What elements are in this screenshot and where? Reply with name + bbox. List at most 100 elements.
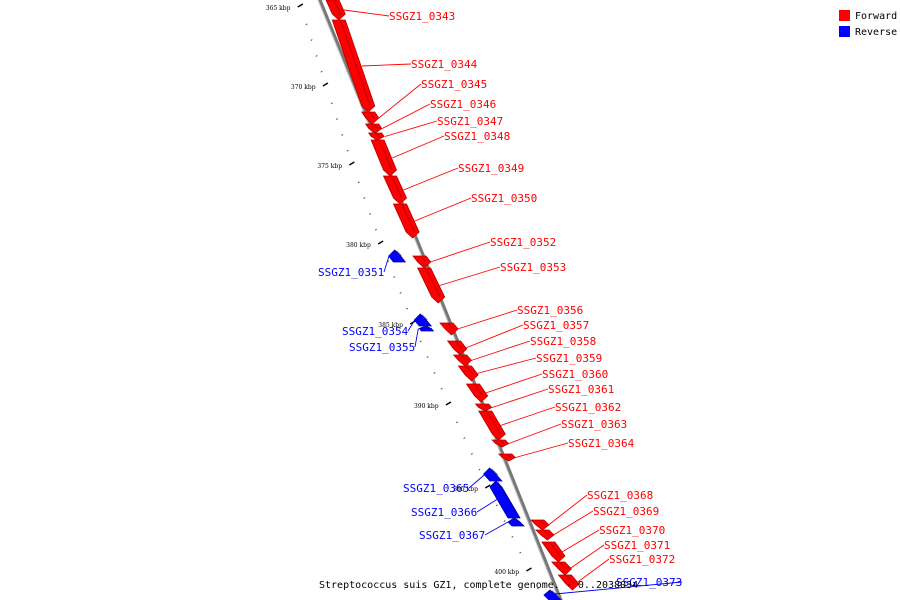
gene-arrow-shade [500,440,505,445]
gene-ssgz1-0371[interactable] [551,561,573,576]
gene-arrow-shade [455,341,463,350]
gene-ssgz1-0351[interactable] [388,249,407,263]
gene-label[interactable]: SSGZ1_0343 [389,10,455,23]
gene-label[interactable]: SSGZ1_0356 [517,304,583,317]
gene-label[interactable]: SSGZ1_0365 [403,482,469,495]
forward-gene-arrow[interactable] [541,541,566,563]
forward-gene-arrow[interactable] [465,383,489,403]
gene-leader-line [561,529,600,553]
kbp-minor-tick [341,133,344,136]
gene-arrow-shade [426,326,430,330]
gene-label[interactable]: SSGZ1_0368 [587,489,653,502]
gene-leader-line [414,197,472,222]
gene-leader-line [439,266,501,286]
gene-label[interactable]: SSGZ1_0360 [542,368,608,381]
forward-gene-arrow[interactable] [457,365,479,382]
gene-label[interactable]: SSGZ1_0362 [555,401,621,414]
gene-label[interactable]: SSGZ1_0361 [548,383,614,396]
gene-label[interactable]: SSGZ1_0367 [419,529,485,542]
forward-gene-arrow[interactable] [412,255,432,269]
forward-gene-arrow[interactable] [557,574,580,591]
gene-ssgz1-0368[interactable] [530,519,550,531]
gene-label[interactable]: SSGZ1_0350 [471,192,537,205]
forward-gene-arrow[interactable] [497,453,516,462]
gene-label[interactable]: SSGZ1_0358 [530,335,596,348]
gene-ssgz1-0348[interactable] [370,139,398,177]
forward-gene-arrow[interactable] [365,123,383,134]
forward-gene-arrow[interactable] [535,529,555,541]
gene-label[interactable]: SSGZ1_0364 [568,437,635,450]
kbp-tick-label: 400 kbp [494,569,519,576]
gene-label[interactable]: SSGZ1_0363 [561,418,627,431]
gene-ssgz1-0365[interactable] [483,467,503,482]
forward-gene-arrow[interactable] [452,354,473,367]
gene-ssgz1-0355[interactable] [418,325,435,332]
gene-ssgz1-0361[interactable] [474,403,493,412]
gene-label[interactable]: SSGZ1_0373 [616,576,682,589]
gene-label[interactable]: SSGZ1_0369 [593,505,659,518]
reverse-gene-arrow[interactable] [418,325,435,332]
gene-label[interactable]: SSGZ1_0371 [604,539,670,552]
forward-gene-arrow[interactable] [325,0,346,21]
gene-label[interactable]: SSGZ1_0353 [500,261,566,274]
gene-ssgz1-0372[interactable] [557,574,580,591]
forward-gene-arrow[interactable] [439,322,459,336]
gene-ssgz1-0346[interactable] [365,123,383,134]
gene-ssgz1-0343[interactable] [325,0,346,21]
gene-label-layer: SSGZ1_0343 SSGZ1_0344 SSGZ1_0345 SSGZ1_0346… [318,9,682,596]
gene-ssgz1-0359[interactable] [457,365,479,382]
gene-ssgz1-0360[interactable] [465,383,489,403]
gene-ssgz1-0344[interactable] [331,19,376,113]
gene-label[interactable]: SSGZ1_0352 [490,236,556,249]
gene-label[interactable]: SSGZ1_0366 [411,506,477,519]
gene-label[interactable]: SSGZ1_0346 [430,98,496,111]
gene-label[interactable]: SSGZ1_0359 [536,352,602,365]
gene-leader-line [470,340,531,361]
gene-arrow-shade [483,404,488,409]
kbp-minor-tick [305,23,308,26]
gene-ssgz1-0370[interactable] [541,541,566,563]
forward-gene-arrow[interactable] [551,561,573,576]
gene-ssgz1-0352[interactable] [412,255,432,269]
forward-gene-arrow[interactable] [446,340,468,356]
gene-label[interactable]: SSGZ1_0349 [458,162,524,175]
gene-leader-line [553,510,594,536]
kbp-minor-tick [336,118,339,121]
gene-label[interactable]: SSGZ1_0344 [411,58,478,71]
gene-label[interactable]: SSGZ1_0351 [318,266,384,279]
gene-label[interactable]: SSGZ1_0345 [421,78,487,91]
gene-ssgz1-0362[interactable] [478,410,506,441]
gene-leader-line [500,406,556,426]
gene-ssgz1-0363[interactable] [491,439,510,448]
forward-gene-arrow[interactable] [474,403,493,412]
gene-label[interactable]: SSGZ1_0372 [609,553,675,566]
gene-ssgz1-0345[interactable] [361,111,380,125]
gene-arrow-shade [515,518,521,523]
forward-gene-arrow[interactable] [361,111,380,125]
forward-gene-arrow[interactable] [368,132,385,141]
gene-ssgz1-0350[interactable] [392,203,420,239]
forward-gene-arrow[interactable] [491,439,510,448]
gene-ssgz1-0367[interactable] [507,517,525,527]
gene-label[interactable]: SSGZ1_0347 [437,115,503,128]
gene-ssgz1-0364[interactable] [497,453,516,462]
gene-label[interactable]: SSGZ1_0357 [523,319,589,332]
gene-ssgz1-0357[interactable] [446,340,468,356]
gene-label[interactable]: SSGZ1_0354 [342,325,409,338]
gene-ssgz1-0347[interactable] [368,132,385,141]
gene-ssgz1-0369[interactable] [535,529,555,541]
kbp-tick-mark [526,567,532,572]
kbp-tick-label: 395 kbp [453,486,478,493]
gene-label[interactable]: SSGZ1_0348 [444,130,510,143]
kbp-minor-tick [495,504,498,507]
gene-label[interactable]: SSGZ1_0370 [599,524,665,537]
gene-ssgz1-0349[interactable] [382,175,408,205]
gene-ssgz1-0358[interactable] [452,354,473,367]
forward-gene-arrow[interactable] [382,175,408,205]
gene-ssgz1-0353[interactable] [417,267,446,304]
gene-ssgz1-0354[interactable] [413,313,433,327]
forward-gene-arrow[interactable] [530,519,550,531]
gene-ssgz1-0356[interactable] [439,322,459,336]
forward-gene-arrow[interactable] [478,410,506,441]
gene-label[interactable]: SSGZ1_0355 [349,341,415,354]
